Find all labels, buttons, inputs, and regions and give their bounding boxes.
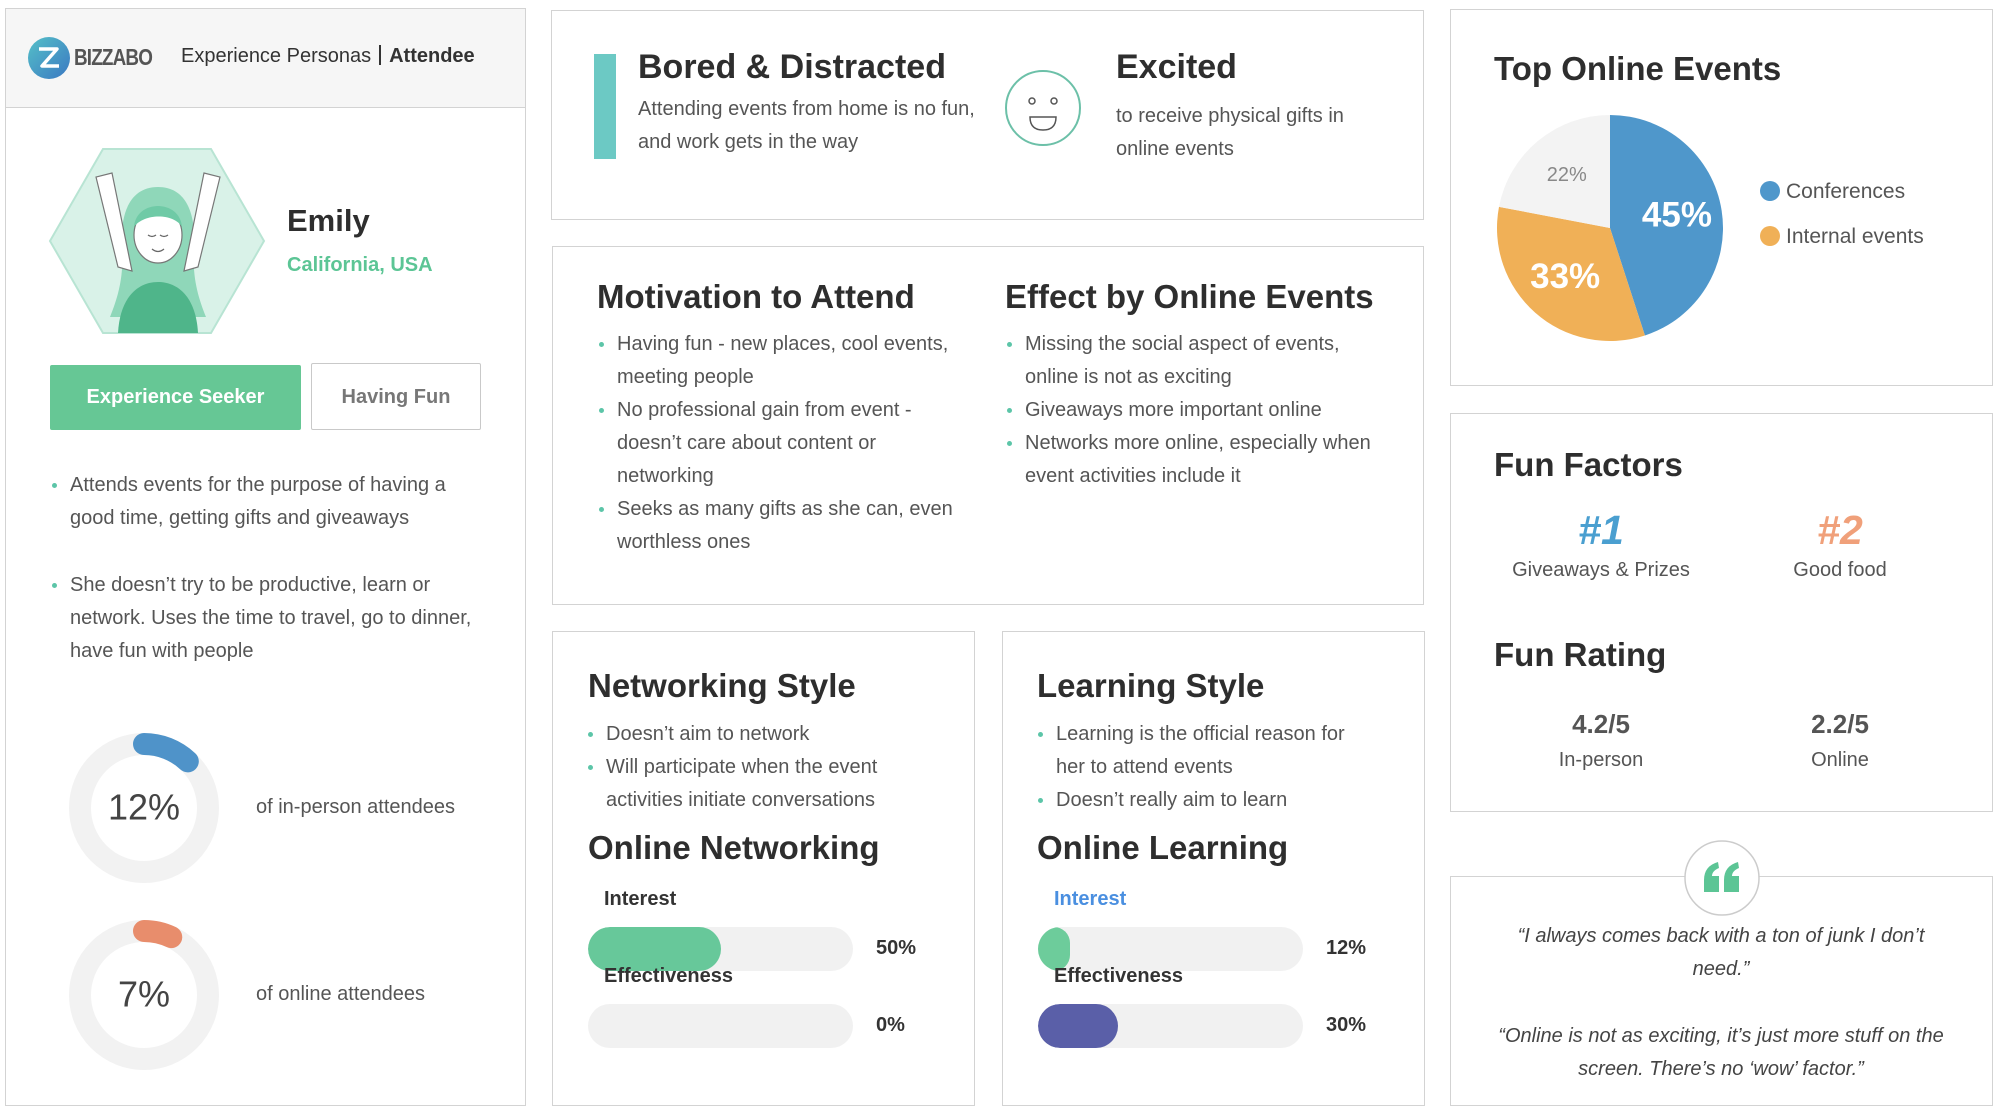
mood-title: Excited <box>1116 48 1237 86</box>
section-title: Fun Rating <box>1494 636 1667 673</box>
bar-track <box>588 927 853 971</box>
header-title: Experience Personas Attendee <box>181 45 475 68</box>
rating-label: Online <box>1811 749 1869 771</box>
bar-track <box>1038 1004 1303 1048</box>
bar-value: 12% <box>1326 937 1367 959</box>
bar-label: Effectiveness <box>1054 965 1183 987</box>
learning-list: Learning is the official reason for her … <box>1036 718 1376 817</box>
list-item: She doesn’t try to be productive, learn … <box>50 569 480 668</box>
section-title: Top Online Events <box>1494 50 1782 87</box>
bar-label: Interest <box>1054 888 1127 910</box>
quotes: “I always comes back with a ton of junk … <box>1496 920 1946 1086</box>
section-title: Networking Style <box>588 667 856 704</box>
profile-bullets: Attends events for the purpose of having… <box>50 469 480 668</box>
quote-icon <box>1684 840 1760 916</box>
list-item: Giveaways more important online <box>1005 394 1385 427</box>
tag-primary: Experience Seeker <box>50 365 301 430</box>
donut-arc <box>133 920 183 949</box>
quote: “I always comes back with a ton of junk … <box>1517 925 1925 980</box>
pie-label: 45% <box>1642 196 1712 235</box>
list-item: No professional gain from event - doesn’… <box>597 394 977 493</box>
pie-chart: 45% 33% 22% <box>1497 115 1723 341</box>
legend-swatch <box>1760 226 1780 246</box>
networking-list: Doesn’t aim to network Will participate w… <box>586 718 926 817</box>
persona-location: California, USA <box>287 254 433 276</box>
list-item: Attends events for the purpose of having… <box>50 469 480 535</box>
avatar <box>48 148 266 334</box>
bar-value: 30% <box>1326 1014 1367 1036</box>
persona-type: Experience Personas <box>181 45 372 67</box>
bar <box>1038 927 1070 971</box>
fun-rank: #2 <box>1817 507 1863 553</box>
role: Attendee <box>389 45 475 67</box>
pie-label: 22% <box>1547 164 1587 186</box>
bar <box>1038 1004 1118 1048</box>
bar-value: 50% <box>876 937 917 959</box>
fun-panel <box>1450 413 1993 812</box>
separator <box>379 45 382 65</box>
persona-name: Emily <box>287 203 370 238</box>
quote: “Online is not as exciting, it’s just mo… <box>1498 1025 1944 1080</box>
header-bar <box>6 9 525 108</box>
rating-score: 4.2/5 <box>1572 709 1630 739</box>
mood-text: Attending events from home is no fun, an… <box>638 98 975 153</box>
stat-caption: of online attendees <box>256 983 426 1005</box>
bar-value: 0% <box>876 1014 905 1036</box>
stat-caption: of in-person attendees <box>256 796 456 818</box>
section-title: Online Learning <box>1037 829 1289 866</box>
legend-item: Conferences <box>1760 180 1905 204</box>
list-item: Will participate when the event activiti… <box>586 751 926 817</box>
pie-slice <box>1499 115 1610 228</box>
section-title: Learning Style <box>1037 667 1265 704</box>
list-item: Learning is the official reason for her … <box>1036 718 1376 784</box>
pie-label: 33% <box>1530 257 1600 296</box>
pie-slice <box>1610 115 1723 336</box>
mood-panel <box>551 10 1424 220</box>
section-title: Effect by Online Events <box>1005 278 1374 315</box>
section-title: Online Networking <box>588 829 880 866</box>
donut-arc <box>133 733 199 773</box>
donut-label: 12% <box>108 787 180 828</box>
section-title: Motivation to Attend <box>597 278 915 315</box>
bar-label: Interest <box>604 888 677 910</box>
mood-text: to receive physical gifts in online even… <box>1116 105 1344 160</box>
fun-label: Good food <box>1793 559 1887 581</box>
legend-swatch <box>1760 181 1780 201</box>
fun-rank: #1 <box>1578 507 1624 553</box>
smiley-icon <box>1005 70 1081 146</box>
bar-track <box>588 1004 853 1048</box>
logo-icon <box>28 37 70 79</box>
bar-track <box>1038 927 1303 971</box>
rating-label: In-person <box>1558 749 1644 771</box>
donut-label: 7% <box>118 974 170 1015</box>
bar-label: Effectiveness <box>604 965 733 987</box>
pie-slice <box>1497 206 1645 341</box>
bar <box>588 927 721 971</box>
donut: 7% <box>69 920 219 1070</box>
list-item: Having fun - new places, cool events, me… <box>597 328 977 394</box>
legend-label: Internal events <box>1786 225 1924 248</box>
effect-list: Missing the social aspect of events, onl… <box>1005 328 1385 493</box>
tag-secondary: Having Fun <box>311 363 481 430</box>
fun-label: Giveaways & Prizes <box>1512 559 1690 581</box>
motivation-list: Having fun - new places, cool events, me… <box>597 328 977 559</box>
list-item: Doesn’t really aim to learn <box>1036 784 1376 817</box>
list-item: Doesn’t aim to network <box>586 718 926 751</box>
donut: 12% <box>69 733 219 883</box>
list-item: Networks more online, especially when ev… <box>1005 427 1385 493</box>
section-title: Fun Factors <box>1494 446 1683 483</box>
mood-accent <box>594 54 616 159</box>
mood-title: Bored & Distracted <box>638 48 946 86</box>
list-item: Missing the social aspect of events, onl… <box>1005 328 1385 394</box>
brand: BIZZABO <box>74 44 153 70</box>
list-item: Seeks as many gifts as she can, even wor… <box>597 493 977 559</box>
legend-item: Internal events <box>1760 225 1924 249</box>
rating-score: 2.2/5 <box>1811 709 1869 739</box>
motivation-panel <box>552 246 1424 605</box>
legend-label: Conferences <box>1786 180 1906 203</box>
